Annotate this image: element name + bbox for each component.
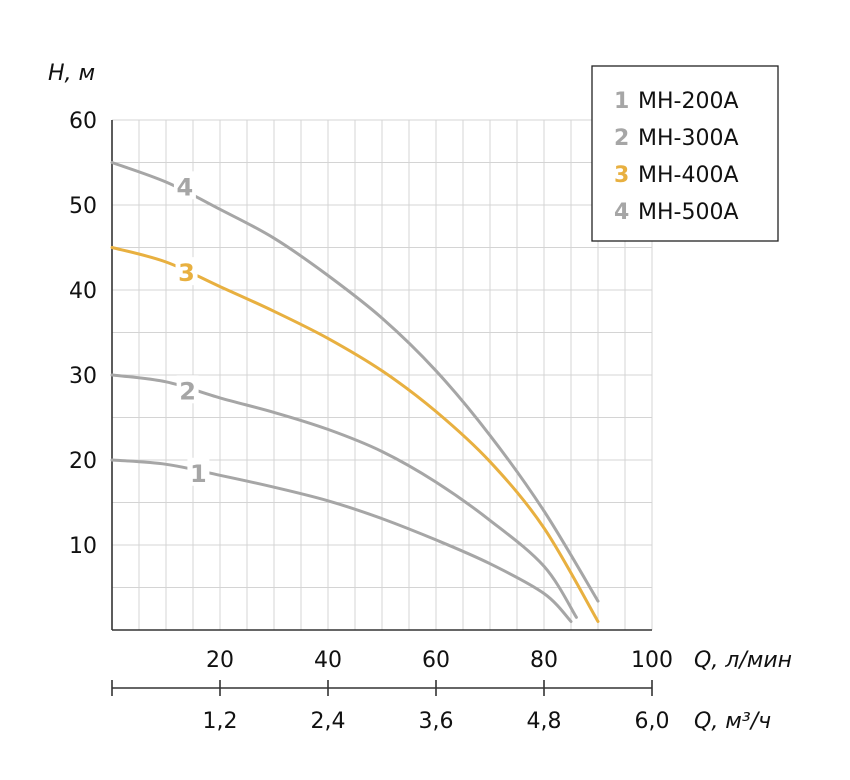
legend-label-1: МН-200А bbox=[638, 89, 739, 114]
legend-label-3: МН-400А bbox=[638, 163, 739, 188]
legend-number-2: 2 bbox=[614, 126, 629, 151]
legend: 1 МН-200А 2 МН-300А 3 МН-400А 4 МН-500А bbox=[591, 65, 779, 242]
y-tick-label: 40 bbox=[69, 279, 97, 304]
curve-label-2: 2 bbox=[179, 377, 196, 405]
curve-label-1: 1 bbox=[190, 460, 207, 488]
y-tick-label: 30 bbox=[69, 364, 97, 389]
curve-label-bg bbox=[173, 171, 196, 200]
y-tick-label: 10 bbox=[69, 534, 97, 559]
curve-label-4: 4 bbox=[177, 173, 194, 201]
series-line-2 bbox=[110, 373, 578, 619]
x2-tick-label: 4,8 bbox=[527, 709, 562, 734]
legend-label-2: МН-300А bbox=[638, 126, 739, 151]
curve-label-bg bbox=[187, 457, 210, 486]
legend-box bbox=[591, 65, 779, 242]
x-tick-label: 40 bbox=[314, 648, 342, 673]
series-line-4 bbox=[110, 161, 600, 603]
y-tick-label: 20 bbox=[69, 449, 97, 474]
curve-label-bg bbox=[175, 257, 198, 286]
curve-number-labels: 1 2 3 4 bbox=[173, 171, 210, 488]
x-axis-label-lpm: Q, л/мин bbox=[694, 648, 792, 673]
x2-tick-label: 3,6 bbox=[419, 709, 454, 734]
legend-number-4: 4 bbox=[614, 200, 629, 225]
y-axis-label: H, м bbox=[48, 61, 95, 86]
y-tick-label: 50 bbox=[69, 194, 97, 219]
legend-number-3: 3 bbox=[614, 163, 629, 188]
curve-label-bg bbox=[176, 375, 199, 404]
chart-grid bbox=[112, 119, 653, 630]
x-tick-label: 60 bbox=[422, 648, 450, 673]
series-line-3 bbox=[110, 246, 600, 623]
curve-label-3: 3 bbox=[178, 259, 195, 287]
x-tick-label: 100 bbox=[631, 648, 673, 673]
x2-tick-label: 6,0 bbox=[635, 709, 670, 734]
tick-labels: 20 40 60 80 100 1,2 2,4 3,6 4,8 6,0 10 20 30 40 50 60 bbox=[69, 109, 673, 734]
x2-tick-label: 1,2 bbox=[203, 709, 238, 734]
legend-number-1: 1 bbox=[614, 89, 629, 114]
x-axis-label-m3h: Q, м³/ч bbox=[694, 709, 771, 734]
series-line-1 bbox=[110, 458, 573, 623]
x-tick-label: 20 bbox=[206, 648, 234, 673]
x2-tick-label: 2,4 bbox=[311, 709, 346, 734]
legend-label-4: МН-500А bbox=[638, 200, 739, 225]
y-tick-label: 60 bbox=[69, 109, 97, 134]
x-tick-label: 80 bbox=[530, 648, 558, 673]
